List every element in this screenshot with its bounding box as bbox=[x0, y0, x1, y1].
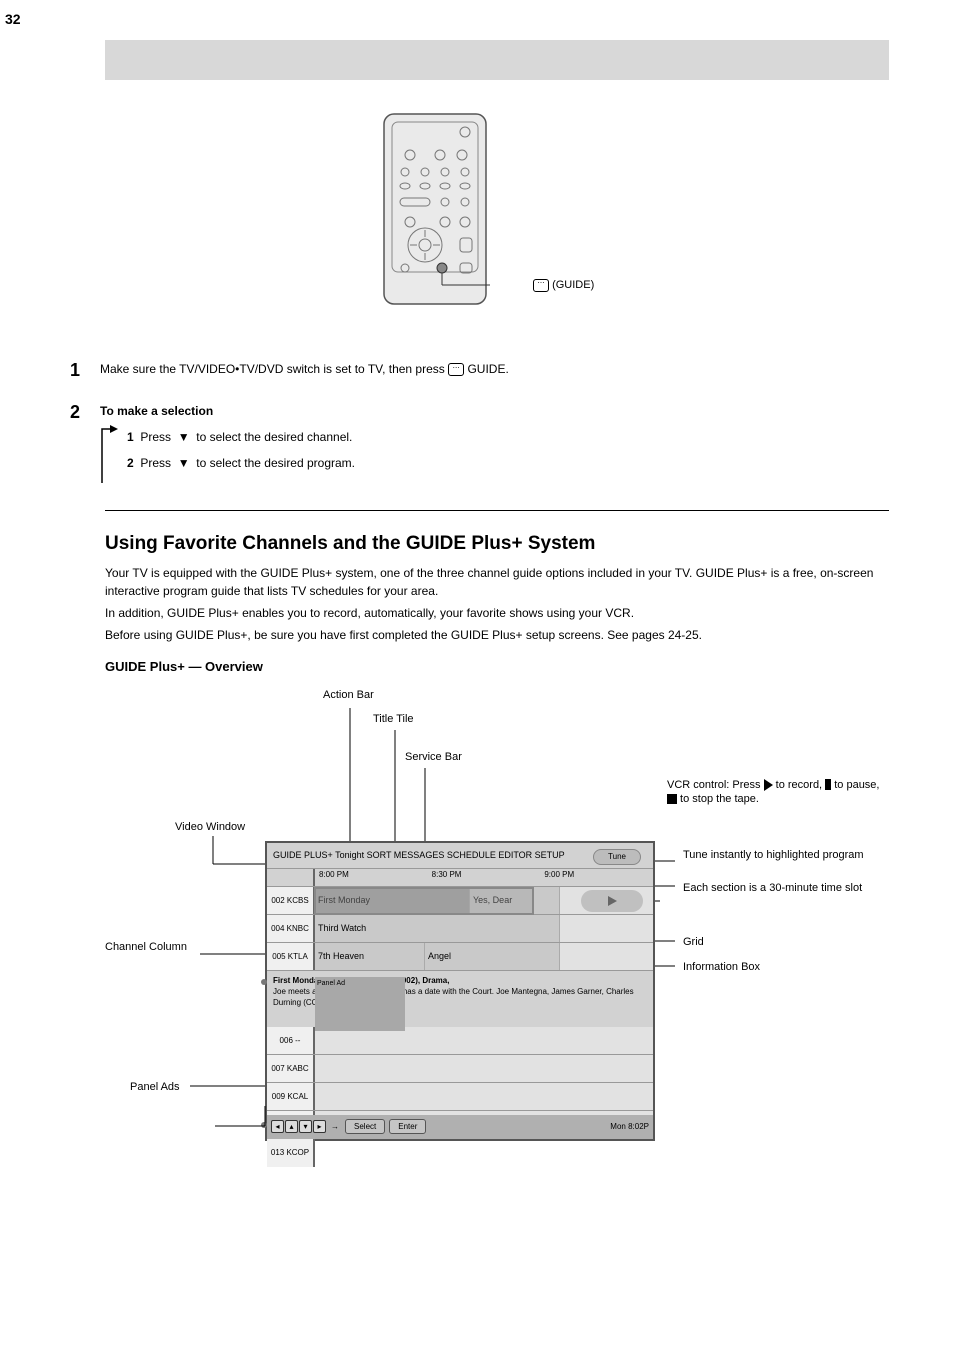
intro-paragraph-1: Your TV is equipped with the GUIDE Plus+… bbox=[105, 564, 889, 600]
callout-panel-ads: Panel Ads bbox=[130, 1080, 180, 1094]
page-number: 32 bbox=[5, 10, 21, 30]
stop-icon bbox=[667, 794, 677, 804]
guide-header-text: GUIDE PLUS+ Tonight SORT MESSAGES SCHEDU… bbox=[273, 849, 565, 862]
time-slot-1: 8:00 PM bbox=[315, 869, 428, 886]
callout-channel-column: Channel Column bbox=[105, 940, 187, 954]
info-dot-icon bbox=[261, 979, 267, 985]
guide-button-callout: ⋯ (GUIDE) bbox=[533, 278, 594, 293]
repeat-bracket-icon bbox=[100, 425, 118, 485]
step-2-number: 2 bbox=[70, 400, 80, 425]
clock-text: Mon 8:02P bbox=[610, 1121, 649, 1132]
guide-time-row: 8:00 PM 8:30 PM 9:00 PM bbox=[267, 869, 653, 887]
intro-paragraph-2: In addition, GUIDE Plus+ enables you to … bbox=[105, 604, 889, 622]
callout-info-box: Information Box bbox=[683, 960, 760, 974]
step-1-number: 1 bbox=[70, 358, 80, 383]
guide-plus-section: Using Favorite Channels and the GUIDE Pl… bbox=[105, 531, 889, 1326]
callout-action-bar: Action Bar bbox=[323, 688, 374, 702]
channel-label[interactable]: 007 KABC bbox=[267, 1055, 315, 1082]
table-row: 005 KTLA 7th Heaven Angel bbox=[267, 943, 653, 971]
bottom-callout-lines bbox=[165, 1106, 365, 1226]
step-2-block: 2 To make a selection 1 Press ▼ to selec… bbox=[105, 400, 889, 490]
horizontal-divider bbox=[105, 510, 889, 511]
step-2-line-2: 2 Press ▼ to select the desired program. bbox=[127, 454, 355, 472]
step-1-text: Make sure the TV/VIDEO•TV/DVD switch is … bbox=[100, 360, 820, 378]
guide-screen: GUIDE PLUS+ Tonight SORT MESSAGES SCHEDU… bbox=[265, 841, 655, 1141]
pause-icon bbox=[825, 779, 831, 790]
step-2-heading: To make a selection bbox=[100, 402, 213, 420]
page: 32 bbox=[0, 0, 954, 1366]
table-row: 004 KNBC Third Watch bbox=[267, 915, 653, 943]
panel-ad-box[interactable]: Panel Ad bbox=[315, 977, 405, 1031]
program-cell[interactable]: Angel bbox=[425, 943, 560, 970]
step-2-line-1: 1 Press ▼ to select the desired channel. bbox=[127, 428, 352, 446]
section-title: Using Favorite Channels and the GUIDE Pl… bbox=[105, 531, 889, 558]
channel-label[interactable]: 005 KTLA bbox=[267, 943, 315, 970]
guide-header-row: GUIDE PLUS+ Tonight SORT MESSAGES SCHEDU… bbox=[267, 843, 653, 869]
callout-video-window: Video Window bbox=[175, 820, 245, 834]
highlighted-program[interactable] bbox=[314, 887, 534, 915]
remote-section: ⋯ (GUIDE) 1 Make sure the TV/VIDEO•TV/DV… bbox=[105, 110, 889, 380]
program-cell[interactable]: 7th Heaven bbox=[315, 943, 425, 970]
tune-button[interactable]: Tune bbox=[593, 849, 641, 865]
table-row: 007 KABC bbox=[267, 1055, 653, 1083]
callout-grid: Grid bbox=[683, 935, 704, 949]
guide-diagram: Action Bar Title Tile Service Bar VCR co… bbox=[105, 686, 889, 1326]
callout-time-slot: Each section is a 30-minute time slot bbox=[683, 881, 862, 895]
channel-label[interactable]: 002 KCBS bbox=[267, 887, 315, 914]
callout-tune: Tune instantly to highlighted program bbox=[683, 848, 883, 862]
callout-service-bar: Service Bar bbox=[405, 750, 462, 764]
header-bar bbox=[105, 40, 889, 80]
program-cell[interactable]: Third Watch bbox=[315, 915, 560, 942]
channel-label[interactable]: 004 KNBC bbox=[267, 915, 315, 942]
callout-vcr-control: VCR control: Press to record, to pause, … bbox=[667, 778, 897, 807]
guide-glyph-inline-icon: ⋯ bbox=[448, 363, 464, 376]
overview-subheading: GUIDE Plus+ — Overview bbox=[105, 658, 889, 676]
time-slot-3: 9:00 PM bbox=[540, 869, 653, 886]
time-slot-2: 8:30 PM bbox=[428, 869, 541, 886]
guide-callout-text: (GUIDE) bbox=[552, 279, 594, 291]
channel-label[interactable]: 006 -- bbox=[267, 1027, 315, 1054]
guide-glyph-icon: ⋯ bbox=[533, 279, 549, 292]
enter-button[interactable]: Enter bbox=[389, 1119, 426, 1134]
callout-title-tile: Title Tile bbox=[373, 712, 414, 726]
setup-note: Before using GUIDE Plus+, be sure you ha… bbox=[105, 626, 889, 644]
remote-control-illustration bbox=[380, 110, 490, 310]
watch-button[interactable] bbox=[581, 890, 643, 912]
play-icon bbox=[764, 779, 773, 791]
table-row: 006 -- bbox=[267, 1027, 653, 1055]
